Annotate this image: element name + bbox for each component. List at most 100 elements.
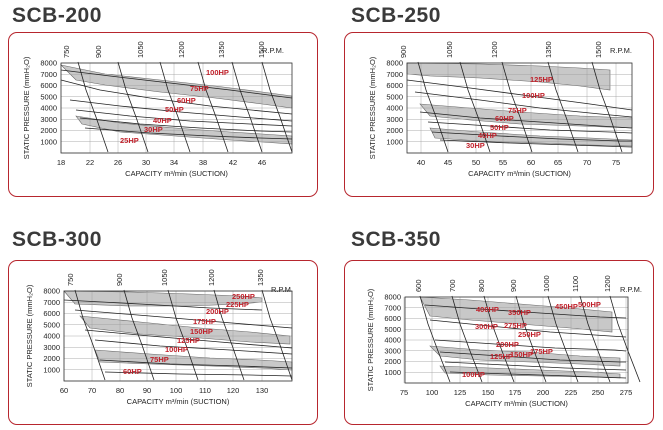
x-tick-label: 100 xyxy=(426,388,439,397)
pressure-curve-2 xyxy=(429,319,627,338)
x-tick-label: 90 xyxy=(143,386,151,395)
rpm-tick-label: 900 xyxy=(399,45,408,58)
y-tick-label: 8000 xyxy=(43,287,60,296)
y-tick-label: 2000 xyxy=(43,354,60,363)
y-tick-label: 4000 xyxy=(386,104,403,113)
chart-panel-scb-200 xyxy=(8,32,318,197)
hp-label: 30HP xyxy=(144,125,163,134)
rpm-axis-label: R.P.M. xyxy=(620,285,642,294)
x-tick-label: 80 xyxy=(116,386,124,395)
chart-title-scb-200: SCB-200 xyxy=(12,4,102,27)
pressure-curve-4 xyxy=(75,109,293,127)
hp-label: 125HP xyxy=(177,336,200,345)
hp-label: 100HP xyxy=(206,68,229,77)
rpm-line-4 xyxy=(515,295,547,383)
y-tick-label: 5000 xyxy=(384,325,401,334)
y-tick-label: 7000 xyxy=(384,303,401,312)
pressure-curve-3 xyxy=(84,329,293,349)
y-axis-label: STATIC PRESSURE (mmH₂O) xyxy=(25,284,34,387)
rpm-tick-label: 1100 xyxy=(571,276,580,292)
rpm-line-3 xyxy=(501,61,533,153)
hp-label: 225HP xyxy=(226,300,249,309)
x-tick-label: 45 xyxy=(444,158,452,167)
rpm-tick-label: 1500 xyxy=(257,41,266,58)
x-tick-label: 75 xyxy=(612,158,620,167)
x-tick-label: 22 xyxy=(86,158,94,167)
y-tick-label: 6000 xyxy=(386,81,403,90)
x-tick-label: 40 xyxy=(417,158,425,167)
pressure-curve-5 xyxy=(99,359,293,369)
hp-label: 500HP xyxy=(578,300,601,309)
y-axis-label: STATIC PRESSURE (mmH₂O) xyxy=(368,56,377,159)
x-tick-label: 200 xyxy=(537,388,550,397)
rpm-tick-label: 1350 xyxy=(544,41,553,58)
plot-frame xyxy=(63,290,293,382)
pressure-curve-1 xyxy=(63,299,263,311)
rpm-line-2 xyxy=(459,61,491,153)
y-tick-label: 6000 xyxy=(40,81,57,90)
rpm-tick-label: 1500 xyxy=(594,41,603,58)
x-axis-label: CAPACITY m³/min (SUCTION) xyxy=(468,169,571,178)
rpm-axis-label: R.P.M. xyxy=(271,285,293,294)
rpm-line-3 xyxy=(167,289,199,381)
hp-label: 300HP xyxy=(475,322,498,331)
y-tick-label: 1000 xyxy=(386,137,403,146)
x-tick-label: 38 xyxy=(199,158,207,167)
rpm-line-6 xyxy=(579,295,611,383)
y-tick-label: 4000 xyxy=(43,332,60,341)
hp-label: 200HP xyxy=(206,307,229,316)
curve-band-1 xyxy=(406,62,611,91)
y-tick-label: 5000 xyxy=(43,320,60,329)
hp-label: 40HP xyxy=(153,116,172,125)
y-tick-label: 2000 xyxy=(40,126,57,135)
rpm-line-1 xyxy=(417,61,449,153)
hp-label: 200HP xyxy=(496,340,519,349)
rpm-tick-label: 750 xyxy=(66,273,75,286)
chart-title-scb-350: SCB-350 xyxy=(351,228,441,251)
rpm-line-2 xyxy=(117,61,149,153)
y-tick-label: 1000 xyxy=(43,365,60,374)
rpm-line-1 xyxy=(74,289,106,381)
hp-label: 275HP xyxy=(504,321,527,330)
pressure-curve-6 xyxy=(104,371,293,377)
hp-label: 60HP xyxy=(123,367,142,376)
rpm-tick-label: 1200 xyxy=(177,41,186,58)
x-tick-label: 110 xyxy=(199,386,211,395)
pressure-curve-1 xyxy=(424,304,627,319)
rpm-tick-label: 700 xyxy=(448,279,457,292)
hp-label: 50HP xyxy=(490,123,509,132)
rpm-tick-label: 1200 xyxy=(603,275,612,292)
rpm-tick-label: 900 xyxy=(509,279,518,292)
x-tick-label: 125 xyxy=(454,388,467,397)
x-tick-label: 130 xyxy=(256,386,269,395)
y-tick-label: 4000 xyxy=(40,104,57,113)
x-tick-label: 42 xyxy=(229,158,237,167)
rpm-line-1 xyxy=(419,295,451,383)
rpm-tick-label: 1200 xyxy=(490,41,499,58)
hp-label: 150HP xyxy=(190,327,213,336)
plot-frame xyxy=(404,296,629,384)
hp-label: 60HP xyxy=(177,96,196,105)
hp-label: 40HP xyxy=(478,131,497,140)
plot-frame xyxy=(60,62,293,154)
pressure-curve-5 xyxy=(79,117,293,133)
x-tick-label: 60 xyxy=(527,158,535,167)
x-tick-label: 26 xyxy=(114,158,122,167)
y-tick-label: 4000 xyxy=(384,336,401,345)
y-tick-label: 5000 xyxy=(386,92,403,101)
plot-frame xyxy=(406,62,633,154)
x-tick-label: 60 xyxy=(60,386,68,395)
rpm-tick-label: 1050 xyxy=(160,269,169,286)
x-tick-label: 55 xyxy=(499,158,507,167)
chart-title-scb-250: SCB-250 xyxy=(351,4,441,27)
y-tick-label: 8000 xyxy=(40,59,57,68)
y-tick-label: 2000 xyxy=(384,357,401,366)
x-tick-label: 70 xyxy=(583,158,591,167)
chart-scb-300: 1000 2000 3000 4000 5000 6000 7000 8000 60 70 80 90… xyxy=(25,269,293,406)
y-tick-label: 3000 xyxy=(40,115,57,124)
x-axis-label: CAPACITY m³/min (SUCTION) xyxy=(465,399,568,408)
x-axis-label: CAPACITY m³/min (SUCTION) xyxy=(125,169,228,178)
y-tick-label: 8000 xyxy=(384,293,401,302)
hp-label: 75HP xyxy=(190,84,209,93)
x-tick-label: 30 xyxy=(142,158,150,167)
